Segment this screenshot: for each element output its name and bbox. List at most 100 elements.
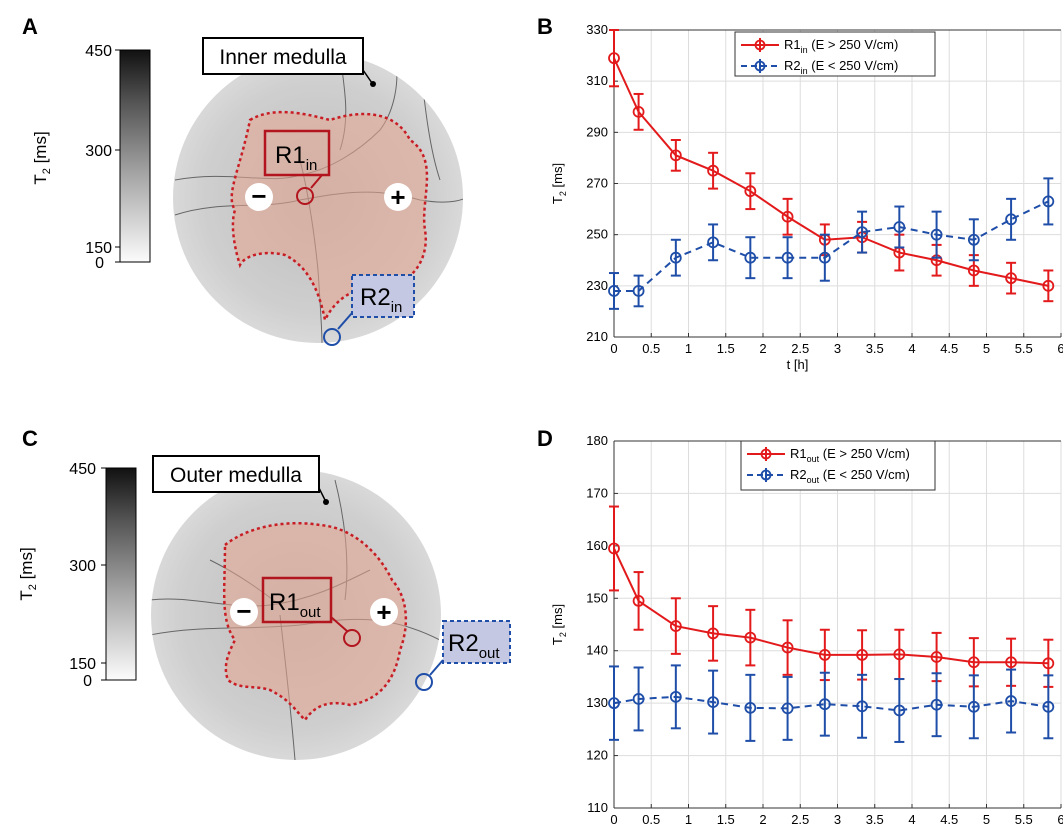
data-point bbox=[632, 285, 645, 297]
data-point bbox=[744, 185, 757, 198]
region-label-a: Inner medulla bbox=[202, 37, 376, 87]
data-point bbox=[1042, 700, 1055, 713]
data-point bbox=[707, 164, 719, 177]
x-tick-label: 1 bbox=[685, 341, 692, 356]
x-tick-label: 3 bbox=[834, 812, 841, 827]
legend-label-rest: (E < 250 V/cm) bbox=[808, 58, 899, 73]
series-r2-out bbox=[608, 664, 1055, 743]
x-tick-label: 1.5 bbox=[717, 812, 735, 827]
roi2-label-a: R2in bbox=[323, 274, 415, 346]
data-point bbox=[608, 697, 620, 710]
colorbar-a-scale bbox=[119, 49, 151, 263]
svg-text:R2out: R2out bbox=[448, 630, 500, 662]
data-point bbox=[1005, 213, 1017, 226]
x-tick-label: 6 bbox=[1057, 812, 1063, 827]
y-tick-label: 250 bbox=[586, 227, 608, 242]
legend-label-rest: (E > 250 V/cm) bbox=[808, 37, 899, 52]
data-point bbox=[781, 641, 794, 654]
legend-label-main: R2 bbox=[784, 58, 801, 73]
data-point bbox=[856, 649, 868, 661]
y-tick-label: 160 bbox=[586, 538, 608, 553]
legend-label-main: R1 bbox=[790, 446, 807, 461]
region-label-c: Outer medulla bbox=[152, 455, 329, 505]
roi2-label-c: R2out bbox=[415, 620, 511, 691]
x-tick-label: 3 bbox=[834, 341, 841, 356]
colorbar-c: 450 300 150 0 T2 [ms] bbox=[17, 461, 137, 690]
legend-marker bbox=[754, 39, 766, 51]
data-point bbox=[893, 221, 906, 233]
colorbar-a: 450 300 150 0 T2 [ms] bbox=[31, 43, 151, 272]
data-point bbox=[967, 700, 980, 713]
y-tick-label: 130 bbox=[586, 695, 608, 710]
data-point bbox=[1005, 695, 1017, 707]
x-tick-label: 6 bbox=[1057, 341, 1063, 356]
colorbar-c-tick: 450 bbox=[69, 461, 96, 478]
x-tick-label: 4.5 bbox=[940, 341, 958, 356]
x-tick-label: 5 bbox=[983, 341, 990, 356]
data-point bbox=[744, 701, 757, 714]
colorbar-a-tick: 300 bbox=[85, 143, 112, 160]
data-point bbox=[893, 704, 906, 717]
data-point bbox=[669, 149, 682, 162]
x-tick-label: 0.5 bbox=[642, 341, 660, 356]
data-point bbox=[967, 264, 980, 277]
panel-c: C 450 300 150 0 T2 [ms] bbox=[17, 426, 511, 760]
colorbar-c-label: T2 [ms] bbox=[17, 547, 39, 600]
y-tick-label: 180 bbox=[586, 433, 608, 448]
x-tick-label: 5.5 bbox=[1015, 812, 1033, 827]
x-tick-label: 4 bbox=[908, 812, 915, 827]
data-point bbox=[632, 693, 645, 705]
svg-text:+: + bbox=[390, 182, 405, 212]
svg-text:−: − bbox=[236, 596, 251, 626]
data-point bbox=[856, 226, 868, 239]
x-tick-label: 0 bbox=[610, 812, 617, 827]
data-point bbox=[608, 542, 620, 555]
panel-a: A 450 300 150 0 T2 [ms] bbox=[22, 14, 463, 346]
svg-text:−: − bbox=[251, 181, 266, 211]
panel-letter-b: B bbox=[537, 14, 553, 39]
panel-letter-a: A bbox=[22, 14, 38, 39]
legend-label-main: R1 bbox=[784, 37, 801, 52]
data-point bbox=[818, 698, 831, 711]
data-point bbox=[967, 656, 980, 669]
data-point bbox=[930, 228, 943, 241]
legend-label-main: R2 bbox=[790, 467, 807, 482]
x-axis-label: t [h] bbox=[787, 357, 809, 372]
data-point bbox=[1042, 195, 1055, 208]
panel-letter-c: C bbox=[22, 426, 38, 451]
x-tick-label: 3.5 bbox=[866, 341, 884, 356]
x-tick-label: 2.5 bbox=[791, 341, 809, 356]
y-tick-label: 310 bbox=[586, 73, 608, 88]
legend-label-sub: out bbox=[807, 475, 820, 485]
electrode-minus-c: − bbox=[230, 596, 258, 626]
x-tick-label: 5 bbox=[983, 812, 990, 827]
tissue-image-a bbox=[173, 53, 463, 343]
roi1-label-a: R1in bbox=[263, 129, 331, 205]
data-point bbox=[669, 251, 682, 264]
x-tick-label: 1 bbox=[685, 812, 692, 827]
legend-marker bbox=[754, 60, 766, 72]
y-tick-label: 290 bbox=[586, 124, 608, 139]
legend-marker bbox=[760, 448, 772, 460]
data-point bbox=[818, 251, 831, 264]
legend-label-sub: in bbox=[801, 66, 808, 76]
chart-d: D 0 0.5 1 1.5 2 2.5 3 3.5 4 4.5 5 5.5 6 110 120 130 140 1… bbox=[537, 426, 1063, 829]
colorbar-a-tick: 0 bbox=[95, 255, 104, 272]
data-point bbox=[856, 700, 868, 713]
y-tick-label: 170 bbox=[586, 485, 608, 500]
x-tick-label: 2 bbox=[759, 341, 766, 356]
data-point bbox=[669, 690, 682, 703]
data-point bbox=[781, 210, 794, 223]
data-point bbox=[744, 251, 757, 264]
electrode-minus-a: − bbox=[245, 181, 273, 211]
data-point bbox=[781, 251, 794, 264]
legend-label: R1in (E > 250 V/cm) bbox=[784, 37, 898, 55]
svg-text:+: + bbox=[376, 597, 391, 627]
x-tick-label: 0.5 bbox=[642, 812, 660, 827]
y-axis-label-main: T bbox=[550, 196, 565, 204]
svg-text:R1out: R1out bbox=[269, 589, 321, 621]
y-axis-label: T2 [ms] bbox=[550, 604, 568, 645]
colorbar-a-label: T2 [ms] bbox=[31, 131, 53, 184]
colorbar-c-tick: 300 bbox=[69, 558, 96, 575]
legend-label: R2in (E < 250 V/cm) bbox=[784, 58, 898, 76]
